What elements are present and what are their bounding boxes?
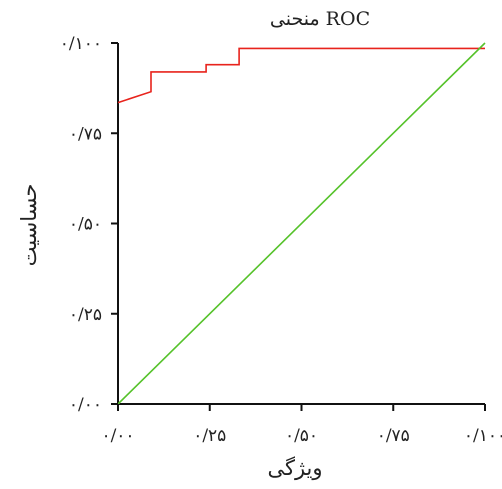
y-axis-label: حساسیت [17,184,41,267]
reference-diagonal-line [117,42,486,405]
series-group [117,42,486,405]
ticks-group: ۰/۰۰ ۰/۲۵ ۰/۵۰ ۰/۷۵ ۰/۱۰۰ ۰/۰۰ ۰/۲۵ ۰/۵۰ ۰/۷۵ ۰/۱… [60,34,502,446]
y-tick-label: ۰/۰۰ [69,395,102,415]
y-tick-label: ۰/۷۵ [69,124,102,144]
x-tick-label: ۰/۰۰ [101,426,134,446]
roc-curve-line [117,47,485,104]
x-tick-label: ۰/۲۵ [193,426,226,446]
x-axis-label: ویژگی [267,456,322,481]
x-tick-label: ۰/۵۰ [285,426,318,446]
chart-title: منحنی ROC [270,8,370,30]
y-tick-label: ۰/۵۰ [69,215,102,235]
y-tick-label: ۰/۱۰۰ [60,34,102,54]
x-tick-label: ۰/۱۰۰ [464,426,502,446]
x-tick-label: ۰/۷۵ [377,426,410,446]
y-tick-label: ۰/۲۵ [69,305,102,325]
